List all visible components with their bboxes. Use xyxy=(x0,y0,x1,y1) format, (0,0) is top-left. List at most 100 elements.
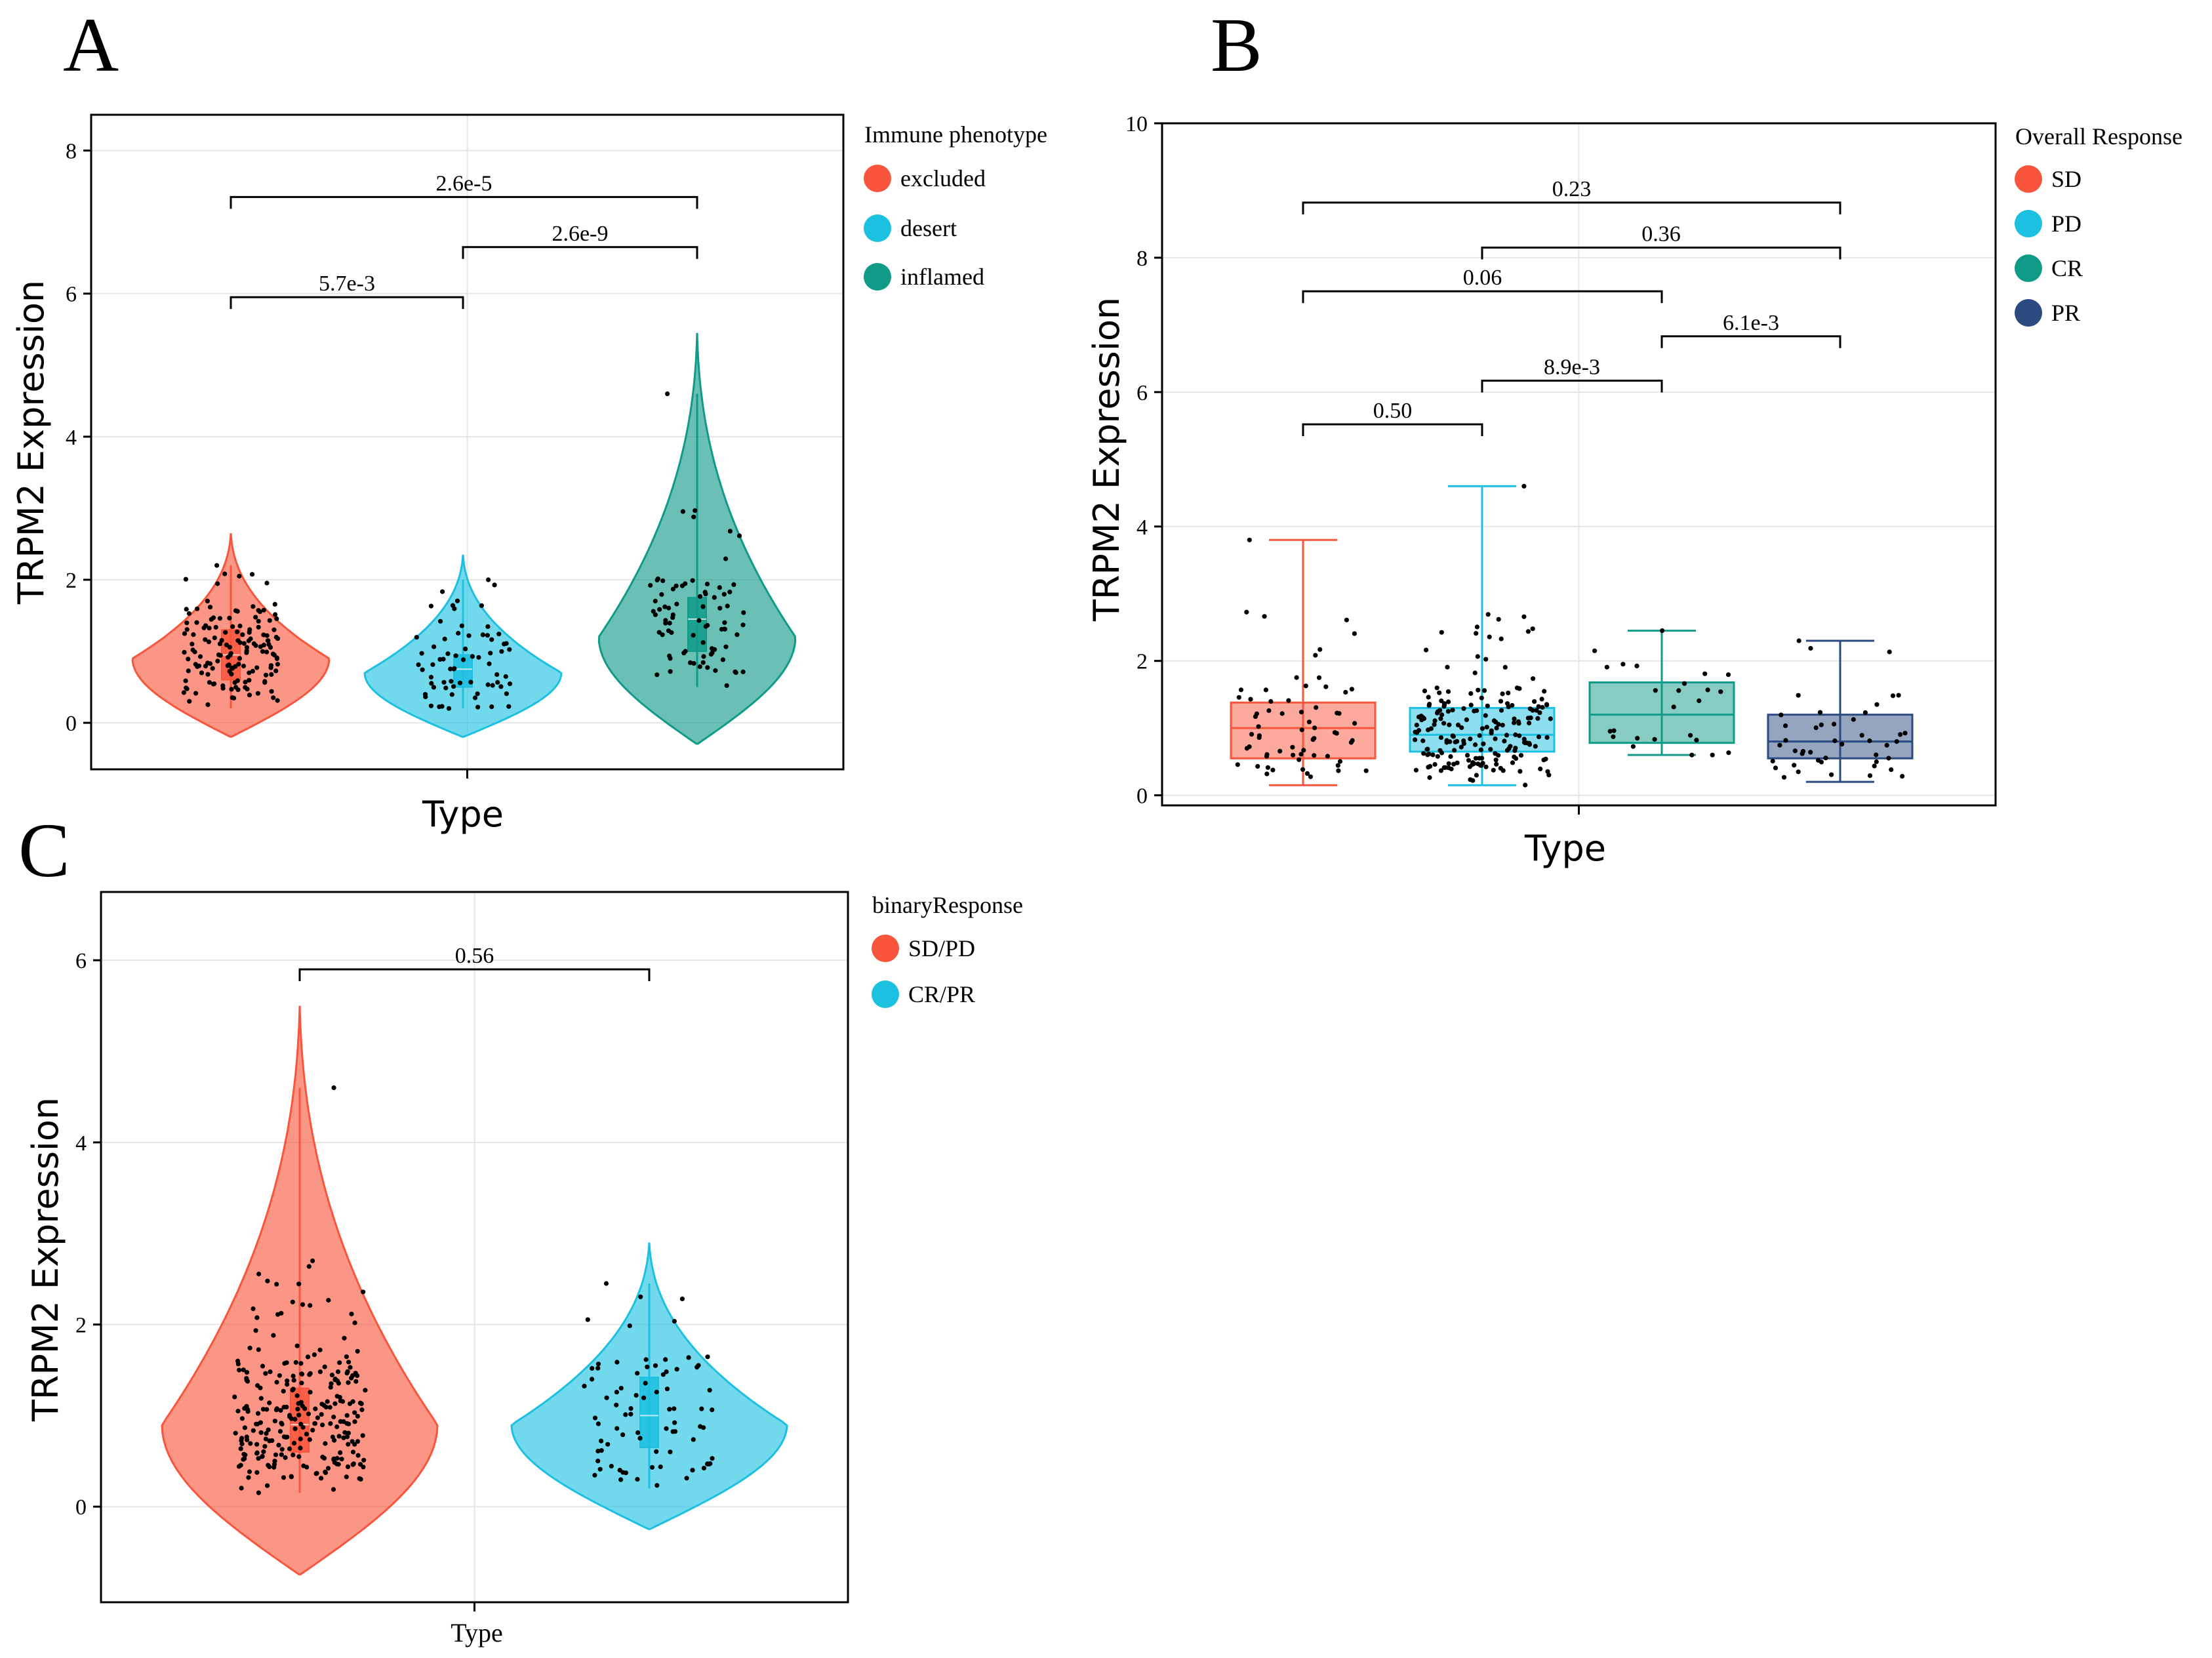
data-point xyxy=(256,1347,261,1352)
data-point xyxy=(1438,768,1443,773)
data-point xyxy=(236,1464,242,1469)
data-point xyxy=(217,616,222,621)
data-point xyxy=(275,636,281,641)
data-point xyxy=(1306,719,1312,725)
data-point xyxy=(1770,758,1775,764)
data-point xyxy=(627,1323,632,1329)
data-point xyxy=(690,1468,695,1473)
comparison-bracket xyxy=(230,195,698,209)
data-point xyxy=(294,1343,300,1348)
data-point xyxy=(1689,752,1695,758)
data-point xyxy=(592,1472,597,1478)
data-point xyxy=(239,1436,245,1441)
data-point xyxy=(355,1439,361,1444)
data-point xyxy=(274,616,279,622)
data-point xyxy=(248,1441,253,1446)
y-axis-title-a: TRPM2 Expression xyxy=(10,280,52,605)
data-point xyxy=(664,1386,670,1392)
data-point xyxy=(449,692,454,697)
data-point xyxy=(194,620,199,625)
comparison-bracket xyxy=(1302,201,1841,214)
data-point xyxy=(691,1437,696,1442)
data-point xyxy=(235,1408,241,1414)
legend-label: SD/PD xyxy=(908,935,975,961)
data-point xyxy=(1446,765,1451,771)
data-point xyxy=(1525,629,1531,634)
data-point xyxy=(247,693,252,698)
data-point xyxy=(1900,774,1905,779)
data-point xyxy=(247,1345,252,1350)
data-point xyxy=(328,1385,333,1390)
data-point xyxy=(428,603,434,609)
data-point xyxy=(507,681,513,687)
data-point xyxy=(638,1294,643,1299)
data-point xyxy=(1444,740,1449,745)
data-point xyxy=(1428,763,1433,769)
data-point xyxy=(658,1464,663,1470)
y-tick-label: 2 xyxy=(66,569,77,593)
data-point xyxy=(419,651,424,656)
data-point xyxy=(445,651,451,657)
data-point xyxy=(1474,773,1479,778)
data-point xyxy=(582,1383,587,1388)
y-axis-b: 0 2 4 6 8 10 xyxy=(1125,112,1580,815)
panel-c: C 0 2 4 6 0.56 TRPM2 Expression Type binary… xyxy=(18,807,1023,1648)
data-point xyxy=(693,508,698,514)
data-point xyxy=(1452,748,1457,753)
data-point xyxy=(323,1470,329,1475)
data-point xyxy=(341,1435,346,1440)
data-point xyxy=(214,563,220,568)
data-point xyxy=(256,608,261,613)
data-point xyxy=(241,1451,247,1457)
data-point xyxy=(246,1475,251,1480)
data-point xyxy=(1694,737,1699,742)
data-point xyxy=(446,706,452,711)
data-point xyxy=(703,624,708,629)
data-point xyxy=(360,1433,365,1438)
data-point xyxy=(273,668,279,674)
data-point xyxy=(291,1373,296,1379)
data-point xyxy=(1531,676,1536,681)
data-point xyxy=(336,1381,342,1386)
data-point xyxy=(489,637,494,642)
x-axis-title-c: Type xyxy=(451,1618,502,1648)
data-point xyxy=(1235,762,1240,767)
data-point xyxy=(1450,708,1455,713)
comparison-pvalue: 0.56 xyxy=(455,944,494,968)
data-point xyxy=(667,653,672,658)
data-point xyxy=(1438,708,1443,713)
data-point xyxy=(1611,728,1617,733)
data-point xyxy=(265,1483,270,1488)
data-point xyxy=(258,1430,264,1435)
y-tick-label: 8 xyxy=(1136,247,1148,271)
data-point xyxy=(654,1449,659,1454)
data-point xyxy=(1445,709,1451,714)
data-point xyxy=(1510,702,1515,708)
data-point xyxy=(361,1457,367,1463)
data-point xyxy=(192,649,197,655)
data-point xyxy=(620,1470,626,1475)
data-point xyxy=(1725,672,1731,677)
data-point xyxy=(273,1452,279,1457)
data-point xyxy=(635,1371,640,1376)
data-point xyxy=(1512,720,1517,725)
data-point xyxy=(1413,729,1418,735)
data-point xyxy=(233,664,238,669)
data-point xyxy=(271,695,276,700)
data-point xyxy=(1417,728,1422,733)
data-point xyxy=(1611,734,1616,739)
data-point xyxy=(1718,689,1723,695)
data-point xyxy=(1523,782,1528,788)
data-point xyxy=(271,627,277,632)
data-point xyxy=(246,638,251,643)
data-point xyxy=(1262,614,1267,619)
data-point xyxy=(1832,721,1837,727)
data-point xyxy=(1862,710,1868,716)
data-point xyxy=(666,605,672,611)
data-point xyxy=(1263,687,1268,693)
data-point xyxy=(351,1461,356,1466)
data-point xyxy=(1475,654,1480,659)
data-point xyxy=(454,598,460,603)
data-point xyxy=(672,1406,677,1411)
box-iqr xyxy=(1767,714,1914,759)
